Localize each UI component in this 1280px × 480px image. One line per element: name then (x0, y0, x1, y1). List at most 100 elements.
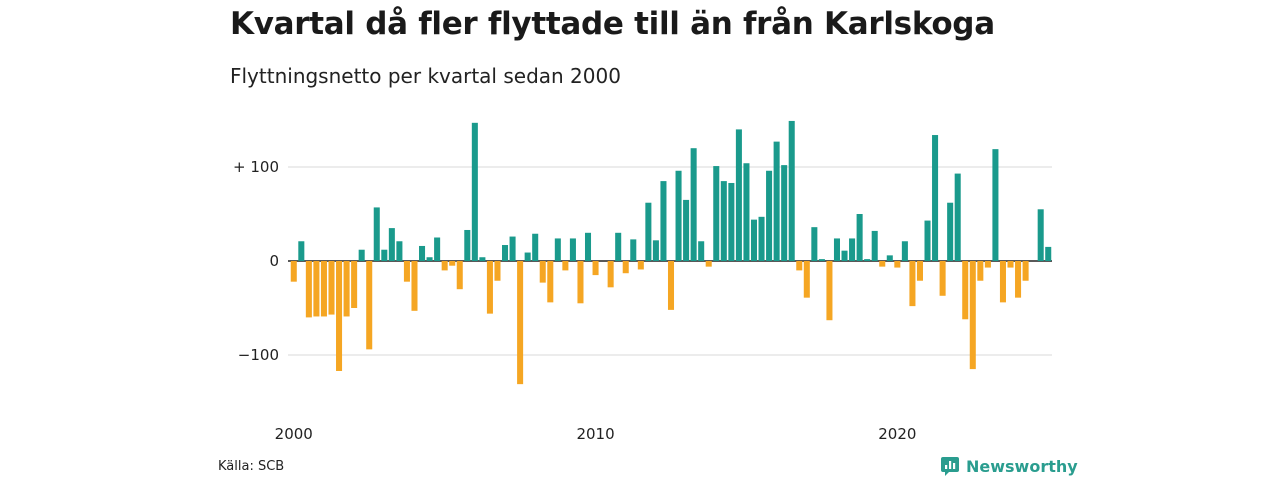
bar (569, 238, 576, 261)
bar (977, 261, 984, 281)
bar (622, 261, 629, 274)
bar (419, 245, 426, 261)
bar (471, 122, 478, 261)
bar (305, 261, 312, 318)
bar (667, 261, 675, 310)
bar (502, 245, 509, 261)
bar (1037, 209, 1044, 261)
y-tick-label: 0 (269, 252, 279, 270)
bar (962, 261, 969, 320)
bar (456, 261, 463, 290)
bar (388, 228, 395, 261)
bar (735, 129, 742, 261)
bar (486, 261, 493, 314)
bar (728, 182, 735, 261)
bar (298, 241, 305, 261)
bar (562, 261, 569, 271)
bar (758, 216, 765, 261)
bar (773, 141, 780, 261)
bar (766, 170, 773, 261)
bar (879, 261, 886, 267)
bar (818, 259, 825, 261)
bar (351, 261, 358, 308)
bar (803, 261, 810, 298)
bar (652, 240, 659, 261)
bar (901, 241, 908, 261)
bar (381, 249, 388, 261)
bar (992, 149, 999, 261)
bar (328, 261, 335, 315)
bar (411, 261, 418, 311)
bar (811, 227, 818, 261)
bar (690, 148, 697, 261)
bar (841, 250, 848, 261)
bar (781, 165, 788, 261)
bar (509, 236, 516, 261)
bar (705, 261, 712, 267)
bar (479, 257, 486, 261)
bar (833, 238, 840, 261)
bar (698, 241, 705, 261)
bar (826, 261, 833, 321)
brand-logo: Newsworthy (940, 456, 1078, 476)
bar (984, 261, 991, 268)
bar (683, 199, 690, 261)
bar (932, 135, 939, 261)
bar (396, 241, 403, 261)
bar (358, 249, 365, 261)
bar (675, 170, 682, 261)
x-axis-labels: 2000 2010 2020 (275, 425, 917, 443)
bar (539, 261, 546, 283)
bar (320, 261, 327, 317)
bar (1007, 261, 1014, 268)
bar (547, 261, 554, 303)
bar (856, 214, 863, 261)
bar (886, 255, 893, 261)
bar (343, 261, 350, 317)
bar (584, 232, 592, 261)
bar (336, 261, 343, 371)
bar (713, 166, 720, 261)
bar (796, 261, 803, 271)
y-tick-label: −100 (238, 346, 279, 364)
bar (532, 233, 539, 261)
bar (999, 261, 1006, 303)
bar (403, 261, 410, 282)
bar (1022, 261, 1029, 281)
bar (524, 252, 531, 261)
bar (577, 261, 584, 304)
bar (720, 181, 727, 261)
bar (743, 163, 750, 261)
bar (1045, 246, 1052, 261)
bar (894, 261, 901, 268)
bar (871, 230, 878, 261)
bar (615, 232, 622, 261)
source-note: Källa: SCB (218, 459, 285, 474)
brand-name: Newsworthy (966, 456, 1078, 476)
bar (607, 261, 614, 288)
bar (494, 261, 501, 281)
bar (449, 261, 456, 266)
bar (954, 173, 961, 261)
bar (426, 257, 433, 261)
bar (366, 261, 373, 350)
bar (750, 219, 758, 261)
bar (909, 261, 916, 307)
bar (969, 261, 976, 370)
y-tick-label: + 100 (233, 158, 279, 176)
bar (554, 238, 561, 261)
bar (637, 261, 644, 270)
y-axis-labels: + 100 0 −100 (233, 158, 279, 364)
bar (517, 261, 524, 385)
bar (313, 261, 320, 317)
bar (916, 261, 923, 281)
chart-subtitle: Flyttningsnetto per kvartal sedan 2000 (230, 64, 621, 88)
chart-title: Kvartal då fler flyttade till än från Ka… (230, 6, 995, 42)
bar (373, 207, 380, 261)
x-tick-label: 2010 (576, 425, 614, 443)
bar (660, 181, 667, 261)
bar (924, 220, 931, 261)
bar (947, 202, 954, 261)
bar (464, 229, 471, 261)
